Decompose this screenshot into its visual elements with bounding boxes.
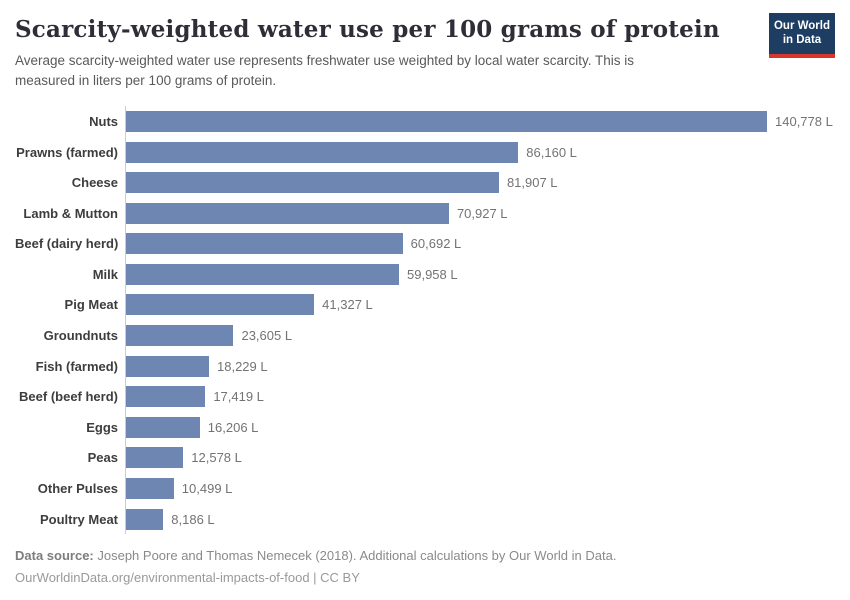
chart-row: Nuts 140,778 L [15, 106, 835, 137]
chart-row: Poultry Meat 8,186 L [15, 503, 835, 535]
bar-track: 12,578 L [125, 442, 835, 474]
owid-logo-line2: in Data [782, 34, 822, 47]
category-label: Poultry Meat [39, 511, 118, 527]
bar-track: 16,206 L [125, 412, 835, 443]
chart-row: Pig Meat 41,327 L [15, 289, 835, 321]
data-source-label: Data source: [15, 548, 94, 564]
value-label: 23,605 L [241, 328, 293, 344]
value-label: 18,229 L [217, 358, 268, 374]
category-label: Beef (beef herd) [19, 389, 118, 405]
bar-track: 8,186 L [125, 503, 835, 535]
chart-row: Peas 12,578 L [15, 442, 835, 474]
bar[interactable] [126, 325, 234, 347]
bar[interactable] [126, 478, 174, 500]
chart-row: Other Pulses 10,499 L [15, 473, 835, 504]
chart-row: Lamb & Mutton 70,927 L [15, 197, 835, 229]
chart-subtitle: Average scarcity-weighted water use repr… [15, 53, 635, 88]
value-label: 8,186 L [171, 511, 215, 527]
bar-track: 86,160 L [125, 136, 835, 168]
category-label: Lamb & Mutton [23, 205, 118, 221]
category-label: Peas [87, 450, 118, 466]
category-label: Groundnuts [43, 328, 118, 344]
category-label: Fish (farmed) [35, 358, 118, 374]
owid-logo-line1: Our World [773, 20, 830, 32]
value-label: 81,907 L [506, 175, 558, 191]
chart-row: Prawns (farmed) 86,160 L [15, 136, 835, 168]
category-label: Cheese [71, 175, 118, 191]
chart-header: Scarcity-weighted water use per 100 gram… [15, 13, 835, 90]
chart-row: Eggs 16,206 L [15, 412, 835, 443]
category-label: Other Pulses [37, 481, 118, 497]
value-label: 16,206 L [207, 419, 259, 435]
category-label: Prawns (farmed) [16, 144, 118, 160]
chart-row: Beef (beef herd) 17,419 L [15, 381, 835, 413]
owid-logo-red-strip [769, 53, 835, 58]
value-label: 41,327 L [322, 297, 373, 313]
bar-track: 60,692 L [125, 228, 835, 260]
bar[interactable] [126, 508, 164, 530]
bar[interactable] [126, 141, 519, 163]
attribution-link-line[interactable]: OurWorldinData.org/environmental-impacts… [15, 570, 360, 586]
chart-row: Cheese 81,907 L [15, 167, 835, 198]
chart-row: Milk 59,958 L [15, 259, 835, 290]
bar-track: 18,229 L [125, 350, 835, 382]
chart-row: Beef (dairy herd) 60,692 L [15, 228, 835, 260]
bar-track: 41,327 L [125, 289, 835, 321]
bar-track: 81,907 L [125, 167, 835, 198]
bar-track: 59,958 L [125, 259, 835, 290]
bar[interactable] [126, 416, 200, 438]
bar-track: 23,605 L [125, 320, 835, 351]
value-label: 70,927 L [456, 205, 508, 221]
value-label: 10,499 L [181, 481, 233, 497]
category-label: Milk [92, 266, 118, 282]
category-label: Nuts [89, 113, 118, 129]
data-source-line: Data source: Joseph Poore and Thomas Nem… [15, 548, 835, 563]
bar[interactable] [126, 172, 499, 194]
value-label: 17,419 L [213, 389, 264, 405]
title-block: Scarcity-weighted water use per 100 gram… [15, 14, 720, 90]
value-label: 86,160 L [526, 144, 577, 160]
value-label: 59,958 L [407, 266, 458, 282]
bar-track: 140,778 L [125, 106, 835, 137]
category-label: Pig Meat [64, 297, 118, 313]
page-title: Scarcity-weighted water use per 100 gram… [15, 16, 720, 43]
value-label: 140,778 L [775, 113, 833, 129]
bar[interactable] [126, 263, 399, 285]
value-label: 60,692 L [410, 236, 462, 252]
bar[interactable] [126, 110, 767, 132]
bar[interactable] [126, 202, 449, 224]
bar[interactable] [126, 233, 403, 255]
chart-footer: Data source: Joseph Poore and Thomas Nem… [15, 548, 835, 585]
bar-track: 17,419 L [125, 381, 835, 413]
chart-row: Fish (farmed) 18,229 L [15, 350, 835, 382]
bar-track: 10,499 L [125, 473, 835, 504]
category-label: Eggs [86, 419, 118, 435]
owid-logo-text: Our World in Data [769, 13, 835, 54]
bar-chart: Nuts 140,778 L Prawns (farmed) 86,160 L Chee… [15, 106, 835, 535]
bar[interactable] [126, 294, 315, 316]
bar[interactable] [126, 355, 209, 377]
data-source-text: Joseph Poore and Thomas Nemecek (2018). … [93, 548, 617, 564]
value-label: 12,578 L [191, 450, 242, 466]
owid-logo[interactable]: Our World in Data [769, 13, 835, 58]
bar[interactable] [126, 447, 184, 469]
bar-track: 70,927 L [125, 197, 835, 229]
bar[interactable] [126, 386, 206, 408]
chart-row: Groundnuts 23,605 L [15, 320, 835, 351]
category-label: Beef (dairy herd) [15, 236, 119, 252]
